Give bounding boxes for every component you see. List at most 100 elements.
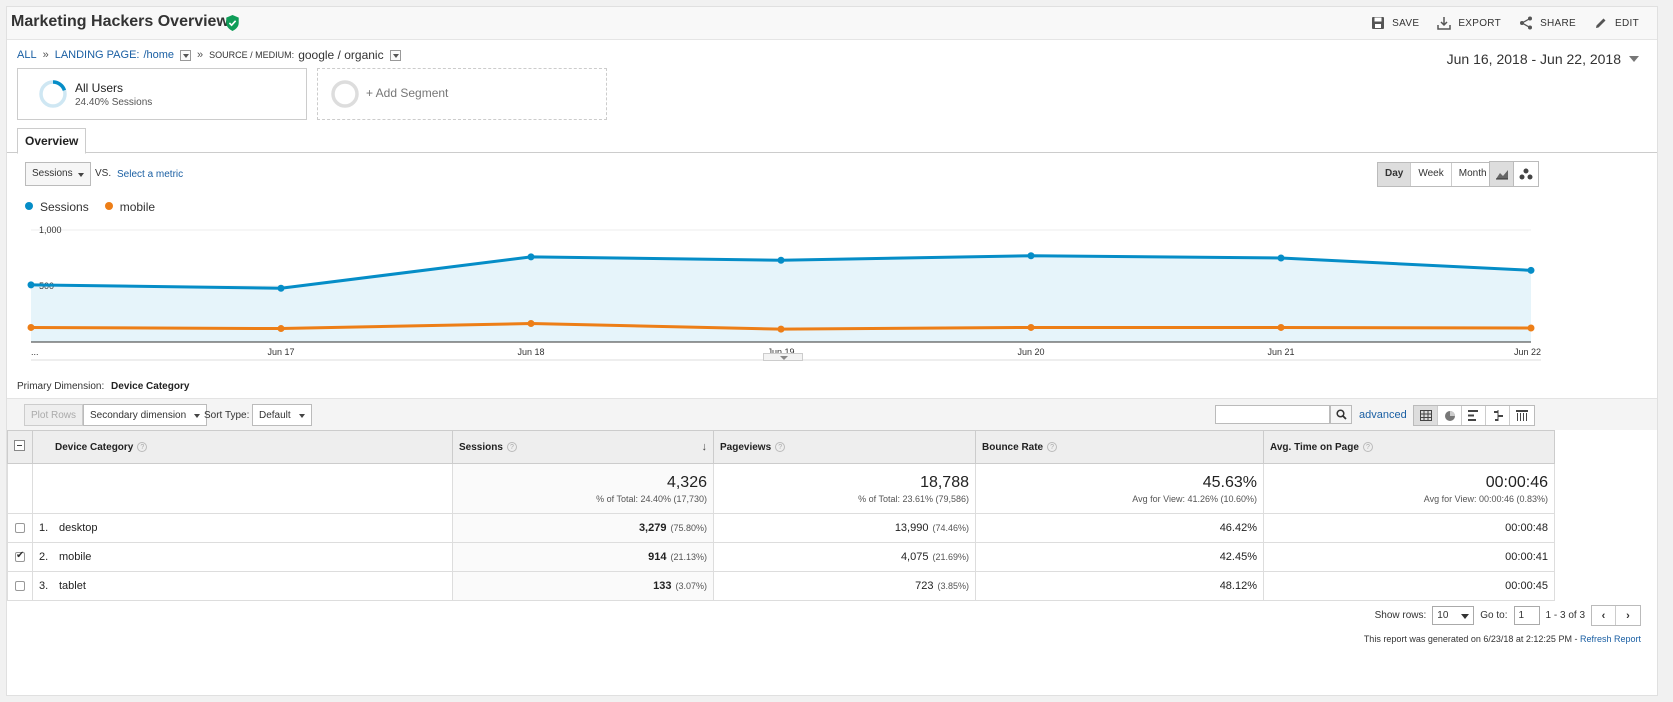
data-point-sessions xyxy=(1277,254,1285,262)
sessions-pct: (3.07%) xyxy=(675,581,707,591)
row-bounce-rate: 46.42% xyxy=(975,513,1264,543)
primary-dimension-value[interactable]: Device Category xyxy=(111,381,190,392)
breadcrumb-all[interactable]: ALL xyxy=(17,49,37,61)
breadcrumb: ALL » LANDING PAGE: /home » SOURCE / MED… xyxy=(17,48,401,62)
row-avg-time: 00:00:45 xyxy=(1263,571,1555,601)
row-pageviews: 13,990 (74.46%) xyxy=(713,513,976,543)
row-checkbox[interactable] xyxy=(15,523,25,534)
breadcrumb-landing-value[interactable]: /home xyxy=(143,49,175,61)
pageviews-value: 4,075 xyxy=(900,551,929,563)
verified-shield-icon xyxy=(226,15,239,31)
primary-dimension: Primary Dimension: Device Category xyxy=(17,381,189,392)
pivot-view-button[interactable] xyxy=(1510,406,1534,425)
chart-collapse-handle[interactable] xyxy=(763,353,803,361)
vs-label: VS. xyxy=(95,168,112,179)
show-rows-label: Show rows: xyxy=(1374,610,1427,621)
period-week-button[interactable]: Week xyxy=(1411,163,1452,186)
breadcrumb-separator: » xyxy=(42,49,49,61)
table-row: 3. tablet 133 (3.07%) 723 (3.85%) 48.12% 00… xyxy=(7,571,1555,601)
segment-all-users[interactable]: All Users 24.40% Sessions xyxy=(17,68,307,120)
performance-view-button[interactable] xyxy=(1462,406,1486,425)
x-tick-label: Jun 21 xyxy=(1267,347,1294,357)
table-view-toggle xyxy=(1413,405,1535,426)
save-button[interactable]: SAVE xyxy=(1371,16,1419,30)
pageviews-value: 13,990 xyxy=(894,522,929,534)
header-pageviews[interactable]: Pageviews? xyxy=(713,430,976,464)
row-device-name[interactable]: tablet xyxy=(59,580,86,592)
add-segment-button[interactable]: + Add Segment xyxy=(317,68,607,120)
goto-input[interactable]: 1 xyxy=(1513,606,1540,625)
sort-type-dropdown[interactable]: Default xyxy=(252,404,312,426)
legend-sessions-swatch xyxy=(25,202,33,210)
date-range-picker[interactable]: Jun 16, 2018 - Jun 22, 2018 xyxy=(1447,51,1639,67)
sessions-area xyxy=(31,255,1531,342)
plot-rows-button[interactable]: Plot Rows xyxy=(24,404,84,426)
header-bounce-rate[interactable]: Bounce Rate? xyxy=(975,430,1264,464)
select-all-checkbox[interactable] xyxy=(14,440,25,451)
row-pageviews: 723 (3.85%) xyxy=(713,571,976,601)
row-sessions: 3,279 (75.80%) xyxy=(452,513,714,543)
header-device-category[interactable]: Device Category? xyxy=(32,430,453,464)
metric-selector[interactable]: Sessions xyxy=(25,162,91,186)
row-device-name[interactable]: mobile xyxy=(59,551,92,563)
source-dropdown-icon[interactable] xyxy=(389,49,401,61)
period-day-button[interactable]: Day xyxy=(1378,163,1412,186)
advanced-filter-link[interactable]: advanced xyxy=(1359,409,1407,421)
data-point-mobile xyxy=(1027,323,1035,331)
motion-chart-button[interactable] xyxy=(1514,162,1538,186)
header-bounce-rate-label: Bounce Rate xyxy=(982,441,1044,453)
header-avg-time[interactable]: Avg. Time on Page? xyxy=(1263,430,1555,464)
sort-type-label: Sort Type: xyxy=(204,410,250,421)
chart-type-toggle xyxy=(1489,161,1539,187)
export-label: EXPORT xyxy=(1458,17,1502,29)
comparison-view-button[interactable] xyxy=(1486,406,1510,425)
share-button[interactable]: SHARE xyxy=(1519,16,1576,30)
data-point-sessions xyxy=(27,281,35,289)
comparison-icon xyxy=(1493,410,1503,421)
device-category-table: Device Category? Sessions? ↓ Pageviews? B… xyxy=(7,430,1555,601)
row-rank: 1. xyxy=(39,522,49,534)
legend-sessions-label: Sessions xyxy=(40,200,89,214)
total-value: 45.63% xyxy=(1202,474,1257,491)
total-sub: Avg for View: 00:00:46 (0.83%) xyxy=(1423,494,1548,504)
secondary-dimension-dropdown[interactable]: Secondary dimension xyxy=(83,404,208,426)
refresh-report-link[interactable]: Refresh Report xyxy=(1579,634,1641,644)
table-view-button[interactable] xyxy=(1414,406,1438,425)
landing-dropdown-icon[interactable] xyxy=(180,49,192,61)
data-point-mobile xyxy=(527,320,535,328)
line-chart-button[interactable] xyxy=(1490,162,1514,186)
sessions-value: 3,279 xyxy=(638,522,667,534)
row-avg-time: 00:00:48 xyxy=(1263,513,1555,543)
data-point-mobile xyxy=(777,325,785,333)
grid-icon xyxy=(1419,410,1432,421)
next-page-button[interactable]: › xyxy=(1616,606,1640,625)
table-search-input[interactable] xyxy=(1215,405,1330,424)
row-checkbox[interactable] xyxy=(15,581,25,592)
totals-blank xyxy=(32,463,453,514)
header-pageviews-label: Pageviews xyxy=(720,441,772,453)
row-checkbox-checked[interactable] xyxy=(15,550,25,563)
edit-button[interactable]: EDIT xyxy=(1594,16,1639,30)
prev-page-button[interactable]: ‹ xyxy=(1592,606,1616,625)
export-button[interactable]: EXPORT xyxy=(1437,16,1501,30)
pie-view-button[interactable] xyxy=(1438,406,1462,425)
tab-overview[interactable]: Overview xyxy=(17,128,87,154)
line-chart-icon xyxy=(1495,170,1508,180)
header-sessions[interactable]: Sessions? ↓ xyxy=(452,430,714,464)
period-month-button[interactable]: Month xyxy=(1451,163,1494,186)
pivot-icon xyxy=(1516,410,1528,421)
pageviews-pct: (74.46%) xyxy=(932,523,969,533)
help-icon: ? xyxy=(1047,441,1058,452)
share-label: SHARE xyxy=(1540,17,1577,29)
breadcrumb-landing-key[interactable]: LANDING PAGE: xyxy=(54,49,140,61)
total-sub: Avg for View: 41.26% (10.60%) xyxy=(1132,494,1257,504)
search-button[interactable] xyxy=(1330,405,1352,424)
edit-label: EDIT xyxy=(1615,17,1639,29)
row-sessions: 914 (21.13%) xyxy=(452,542,714,572)
show-rows-select[interactable]: 10 xyxy=(1432,606,1475,625)
row-device-cell: 1. desktop xyxy=(32,513,453,543)
legend-mobile: mobile xyxy=(104,200,155,214)
select-metric-link[interactable]: Select a metric xyxy=(117,169,184,180)
row-device-name[interactable]: desktop xyxy=(59,522,98,534)
